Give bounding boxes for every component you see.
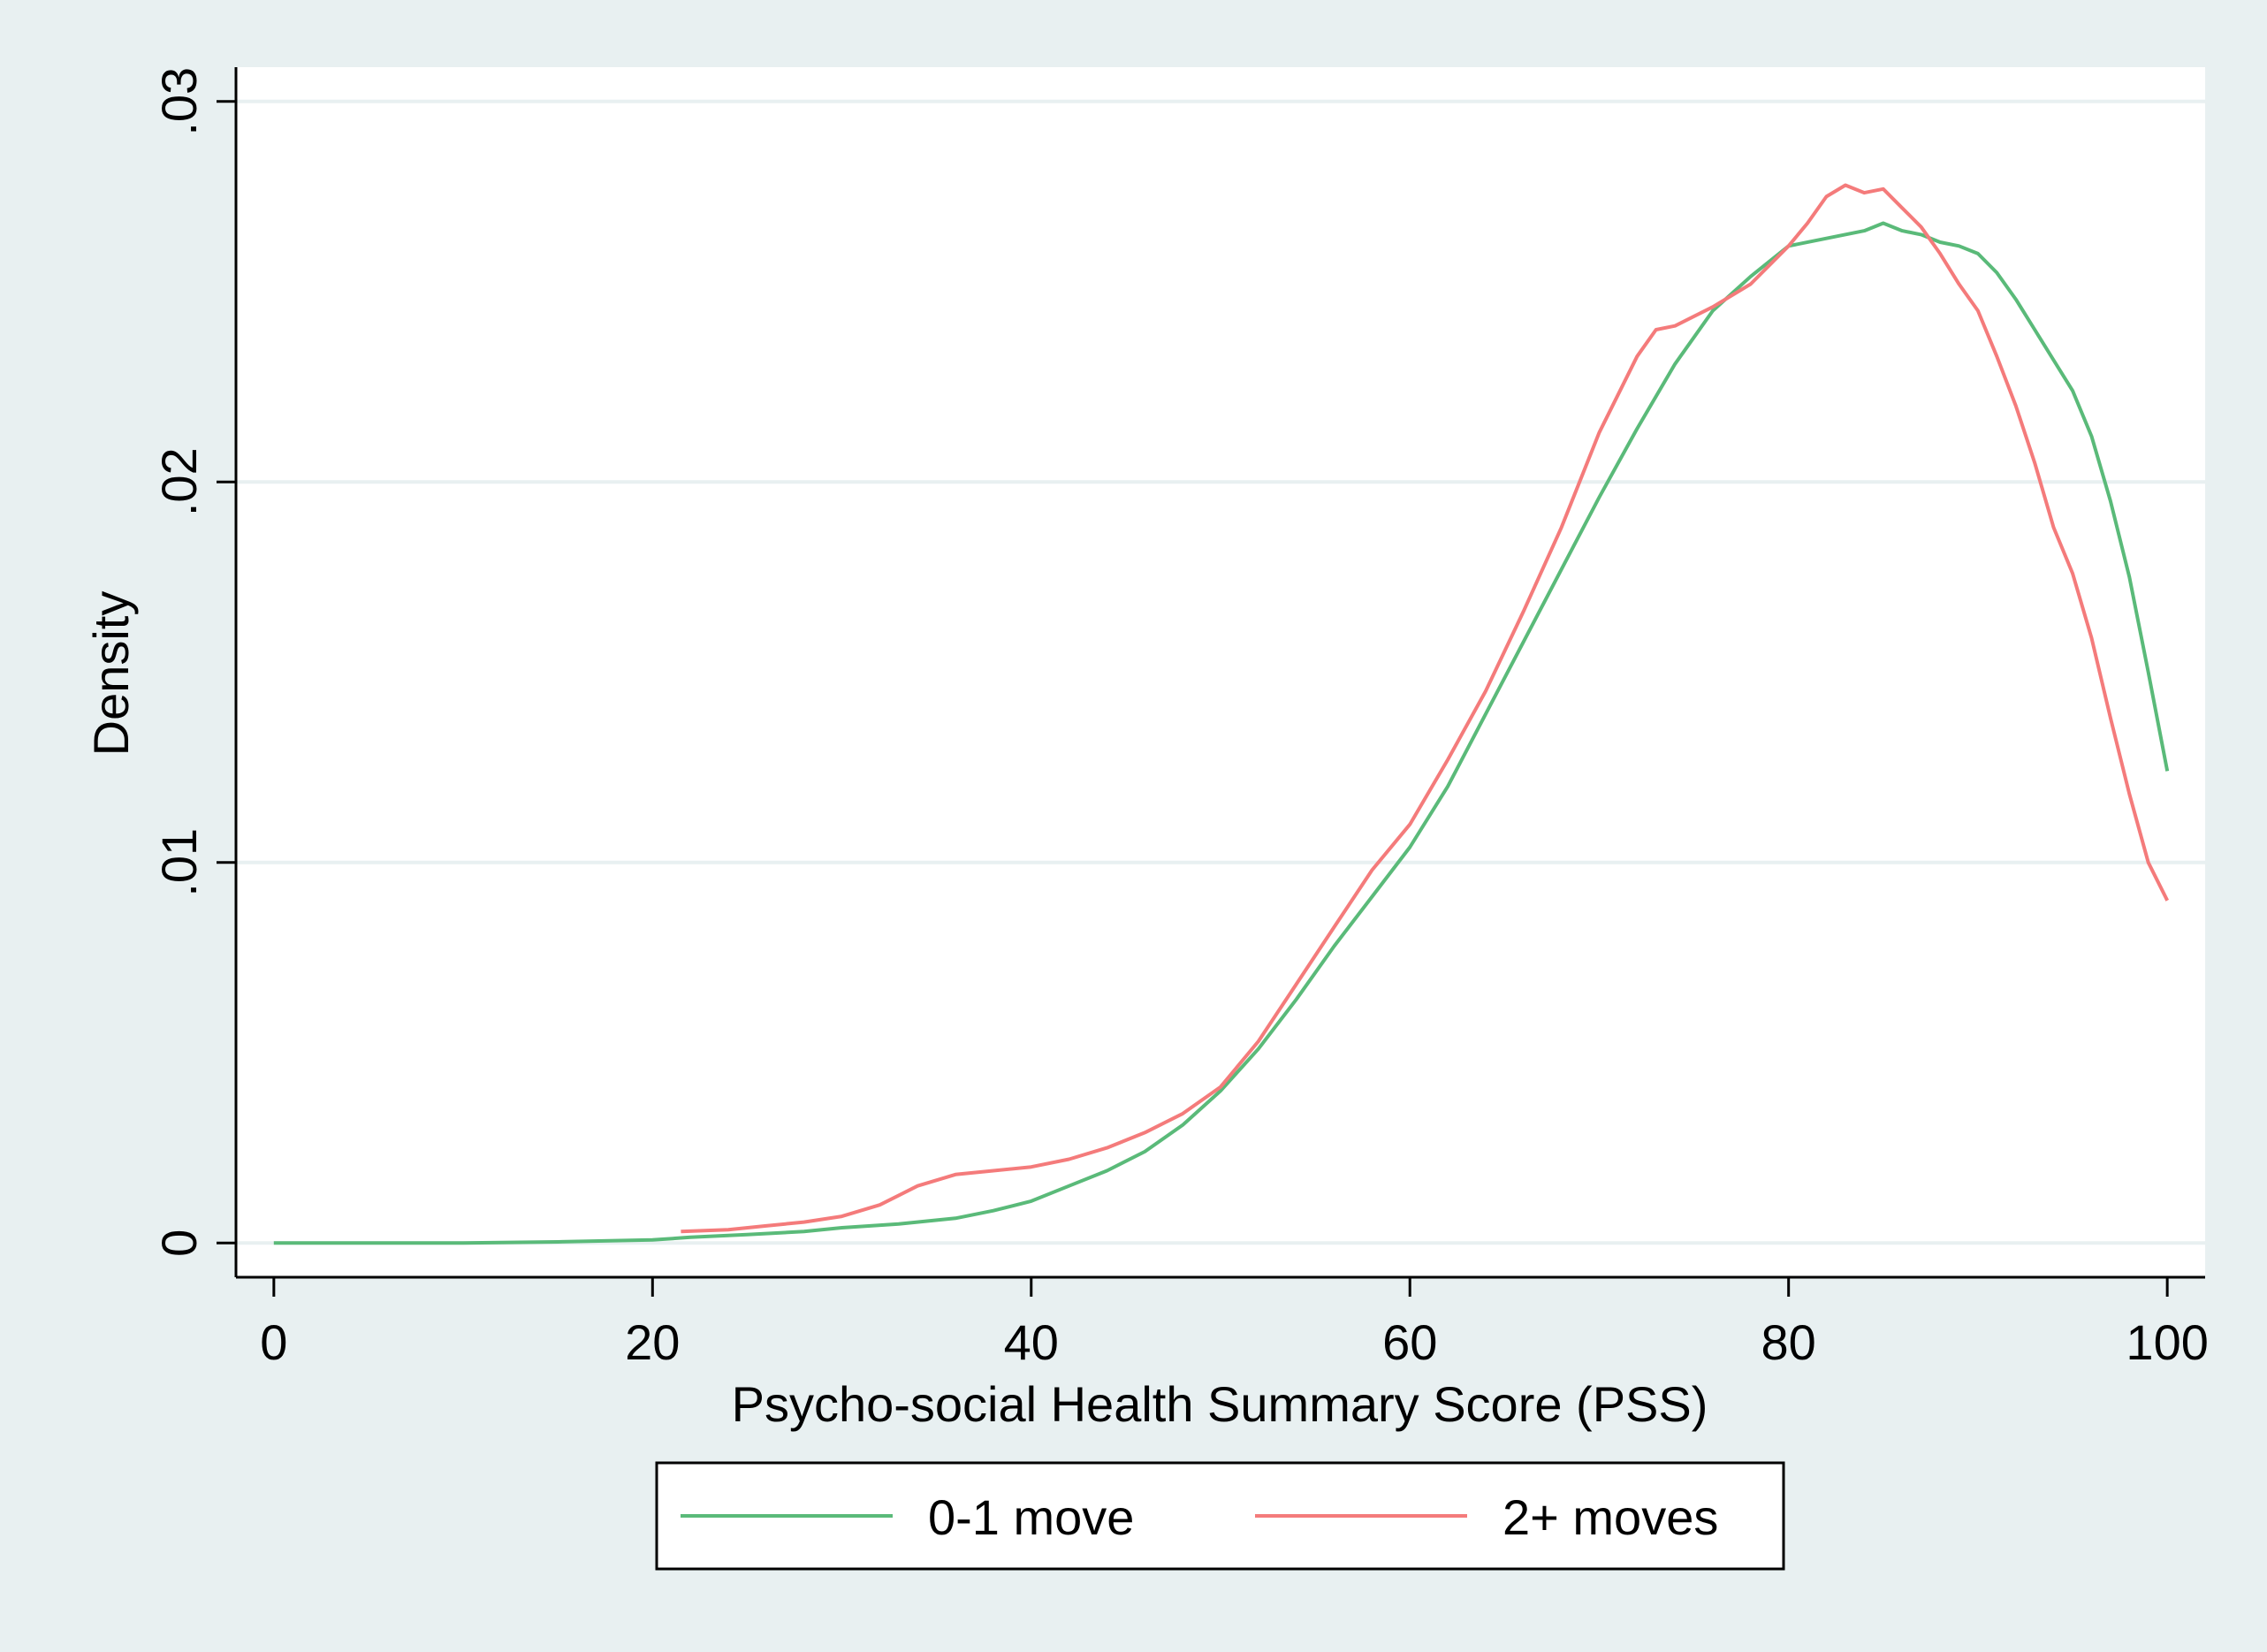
series-line-0-1-move [273, 221, 2170, 1245]
series-line-2plus-moves [681, 183, 2169, 1234]
x-axis-label: Psycho-social Health Summary Score (PSS) [732, 1376, 1708, 1432]
x-tick-label-4: 80 [1761, 1314, 1816, 1370]
y-axis-label: Density [83, 591, 139, 757]
axes: 0 .01 .02 .03 0 20 40 60 80 100 [151, 67, 2209, 1370]
y-tick-label-0: 0 [151, 1229, 207, 1257]
x-tick-label-0: 0 [260, 1314, 287, 1370]
x-tick-label-3: 60 [1382, 1314, 1437, 1370]
x-tick-label-2: 40 [1004, 1314, 1059, 1370]
series-lines [273, 183, 2170, 1245]
x-tick-label-1: 20 [625, 1314, 680, 1370]
x-tick-label-5: 100 [2126, 1314, 2208, 1370]
y-tick-label-1: .01 [151, 828, 207, 897]
y-tick-label-3: .03 [151, 67, 207, 136]
legend-label-2plus-moves: 2+ moves [1502, 1489, 1718, 1545]
plot-area [236, 67, 2205, 1277]
legend: 0-1 move 2+ moves [655, 1461, 1785, 1571]
y-tick-label-2: .02 [151, 447, 207, 516]
legend-label-0-1-move: 0-1 move [928, 1489, 1134, 1545]
